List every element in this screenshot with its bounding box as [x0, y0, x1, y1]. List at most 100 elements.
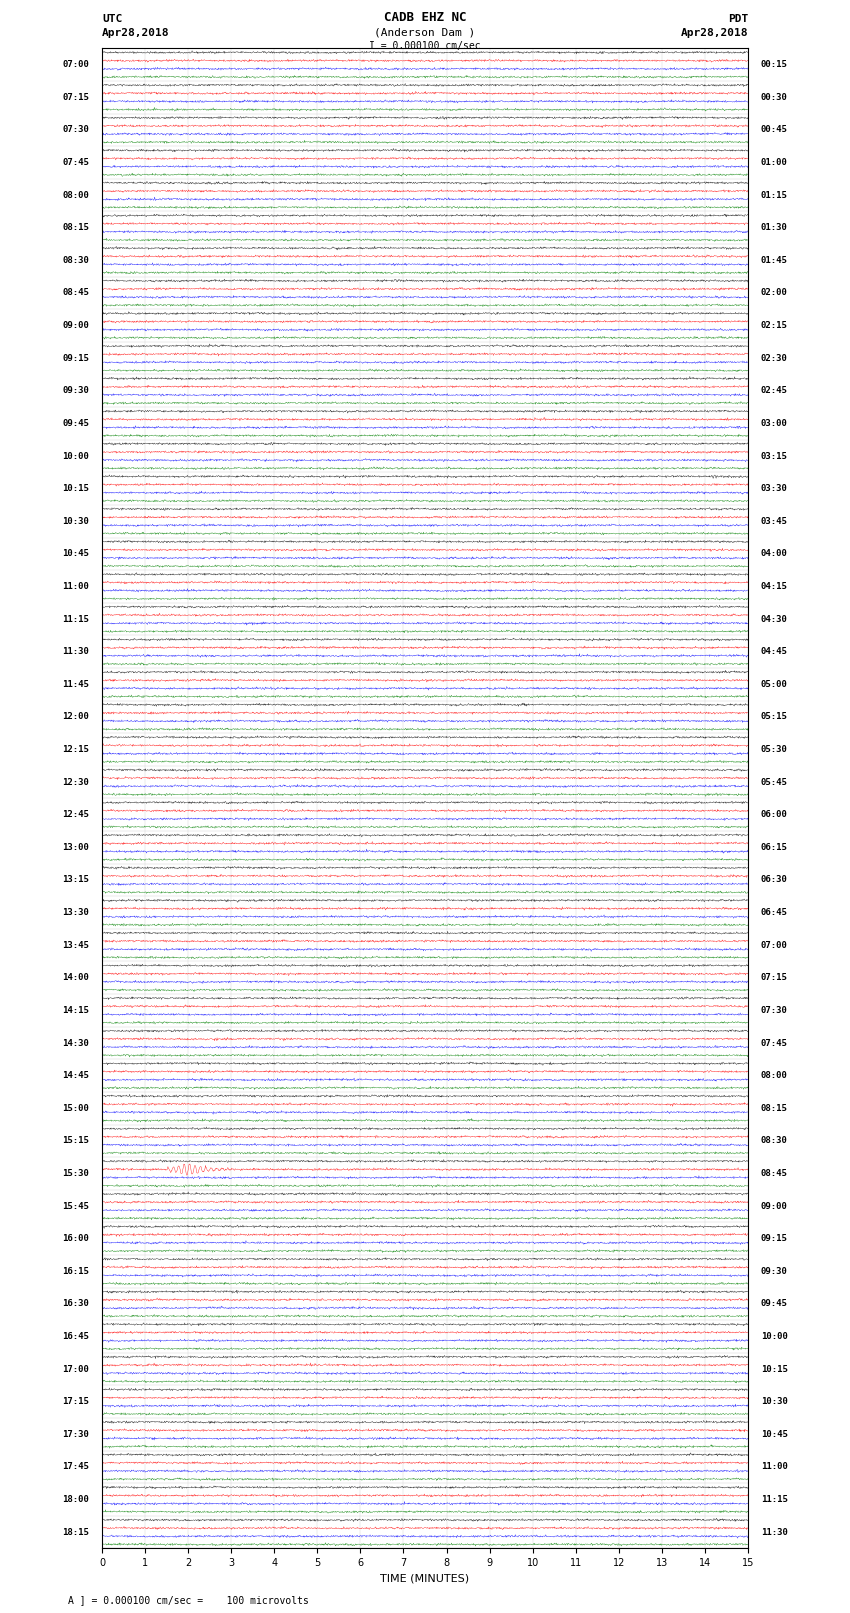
- Text: 08:45: 08:45: [62, 289, 89, 297]
- Text: 16:15: 16:15: [62, 1266, 89, 1276]
- Text: UTC: UTC: [102, 15, 122, 24]
- Text: 14:45: 14:45: [62, 1071, 89, 1081]
- Text: 10:15: 10:15: [62, 484, 89, 494]
- Text: 03:45: 03:45: [761, 516, 788, 526]
- Text: Apr28,2018: Apr28,2018: [102, 27, 169, 37]
- Text: 15:45: 15:45: [62, 1202, 89, 1211]
- Text: 04:45: 04:45: [761, 647, 788, 656]
- Text: 06:15: 06:15: [761, 844, 788, 852]
- Text: 06:30: 06:30: [761, 876, 788, 884]
- Text: 11:00: 11:00: [761, 1463, 788, 1471]
- Text: 07:30: 07:30: [761, 1007, 788, 1015]
- Text: 11:00: 11:00: [62, 582, 89, 590]
- Text: 10:15: 10:15: [761, 1365, 788, 1374]
- Text: 16:45: 16:45: [62, 1332, 89, 1340]
- Text: 04:30: 04:30: [761, 615, 788, 624]
- Text: 18:00: 18:00: [62, 1495, 89, 1503]
- Text: 11:30: 11:30: [761, 1528, 788, 1537]
- Text: 08:30: 08:30: [761, 1136, 788, 1145]
- Text: 17:30: 17:30: [62, 1429, 89, 1439]
- Text: 03:15: 03:15: [761, 452, 788, 461]
- Text: 11:15: 11:15: [62, 615, 89, 624]
- Text: 00:15: 00:15: [761, 60, 788, 69]
- Text: 09:45: 09:45: [62, 419, 89, 427]
- Text: 15:00: 15:00: [62, 1103, 89, 1113]
- Text: 07:15: 07:15: [62, 94, 89, 102]
- Text: 12:15: 12:15: [62, 745, 89, 753]
- Text: 02:30: 02:30: [761, 353, 788, 363]
- Text: 12:30: 12:30: [62, 777, 89, 787]
- Text: 17:00: 17:00: [62, 1365, 89, 1374]
- Text: 06:00: 06:00: [761, 810, 788, 819]
- Text: CADB EHZ NC: CADB EHZ NC: [383, 11, 467, 24]
- Text: 10:45: 10:45: [62, 550, 89, 558]
- Text: 17:45: 17:45: [62, 1463, 89, 1471]
- Text: 11:30: 11:30: [62, 647, 89, 656]
- Text: 09:15: 09:15: [62, 353, 89, 363]
- Text: 12:00: 12:00: [62, 713, 89, 721]
- Text: 08:15: 08:15: [761, 1103, 788, 1113]
- Text: 18:15: 18:15: [62, 1528, 89, 1537]
- Text: 14:15: 14:15: [62, 1007, 89, 1015]
- Text: 03:00: 03:00: [761, 419, 788, 427]
- Text: 00:30: 00:30: [761, 94, 788, 102]
- Text: 17:15: 17:15: [62, 1397, 89, 1407]
- Text: 08:00: 08:00: [761, 1071, 788, 1081]
- Text: 06:45: 06:45: [761, 908, 788, 918]
- Text: 10:45: 10:45: [761, 1429, 788, 1439]
- Text: 10:30: 10:30: [761, 1397, 788, 1407]
- Text: 05:15: 05:15: [761, 713, 788, 721]
- Text: 05:30: 05:30: [761, 745, 788, 753]
- Text: 01:15: 01:15: [761, 190, 788, 200]
- Text: 16:00: 16:00: [62, 1234, 89, 1244]
- Text: 10:00: 10:00: [761, 1332, 788, 1340]
- Text: 03:30: 03:30: [761, 484, 788, 494]
- Text: 13:15: 13:15: [62, 876, 89, 884]
- Text: 09:45: 09:45: [761, 1300, 788, 1308]
- Text: 02:00: 02:00: [761, 289, 788, 297]
- Text: 10:30: 10:30: [62, 516, 89, 526]
- Text: 15:15: 15:15: [62, 1136, 89, 1145]
- Text: I = 0.000100 cm/sec: I = 0.000100 cm/sec: [369, 42, 481, 52]
- Text: 07:00: 07:00: [62, 60, 89, 69]
- Text: 01:00: 01:00: [761, 158, 788, 168]
- Text: 07:15: 07:15: [761, 973, 788, 982]
- Text: 04:15: 04:15: [761, 582, 788, 590]
- Text: 07:30: 07:30: [62, 126, 89, 134]
- Text: 11:45: 11:45: [62, 679, 89, 689]
- Text: 02:15: 02:15: [761, 321, 788, 331]
- Text: 08:15: 08:15: [62, 223, 89, 232]
- Text: 02:45: 02:45: [761, 386, 788, 395]
- Text: PDT: PDT: [728, 15, 748, 24]
- Text: 05:00: 05:00: [761, 679, 788, 689]
- Text: 09:30: 09:30: [761, 1266, 788, 1276]
- Text: 08:45: 08:45: [761, 1169, 788, 1177]
- X-axis label: TIME (MINUTES): TIME (MINUTES): [381, 1574, 469, 1584]
- Text: 07:00: 07:00: [761, 940, 788, 950]
- Text: 08:00: 08:00: [62, 190, 89, 200]
- Text: 13:30: 13:30: [62, 908, 89, 918]
- Text: 05:45: 05:45: [761, 777, 788, 787]
- Text: 09:30: 09:30: [62, 386, 89, 395]
- Text: 01:30: 01:30: [761, 223, 788, 232]
- Text: (Anderson Dam ): (Anderson Dam ): [374, 27, 476, 37]
- Text: 09:15: 09:15: [761, 1234, 788, 1244]
- Text: 12:45: 12:45: [62, 810, 89, 819]
- Text: 09:00: 09:00: [761, 1202, 788, 1211]
- Text: 01:45: 01:45: [761, 256, 788, 265]
- Text: 14:00: 14:00: [62, 973, 89, 982]
- Text: 10:00: 10:00: [62, 452, 89, 461]
- Text: 15:30: 15:30: [62, 1169, 89, 1177]
- Text: 00:45: 00:45: [761, 126, 788, 134]
- Text: Apr28,2018: Apr28,2018: [681, 27, 748, 37]
- Text: 09:00: 09:00: [62, 321, 89, 331]
- Text: 14:30: 14:30: [62, 1039, 89, 1047]
- Text: A ] = 0.000100 cm/sec =    100 microvolts: A ] = 0.000100 cm/sec = 100 microvolts: [68, 1595, 309, 1605]
- Text: 13:00: 13:00: [62, 844, 89, 852]
- Text: 08:30: 08:30: [62, 256, 89, 265]
- Text: 07:45: 07:45: [62, 158, 89, 168]
- Text: 16:30: 16:30: [62, 1300, 89, 1308]
- Text: 11:15: 11:15: [761, 1495, 788, 1503]
- Text: 07:45: 07:45: [761, 1039, 788, 1047]
- Text: 13:45: 13:45: [62, 940, 89, 950]
